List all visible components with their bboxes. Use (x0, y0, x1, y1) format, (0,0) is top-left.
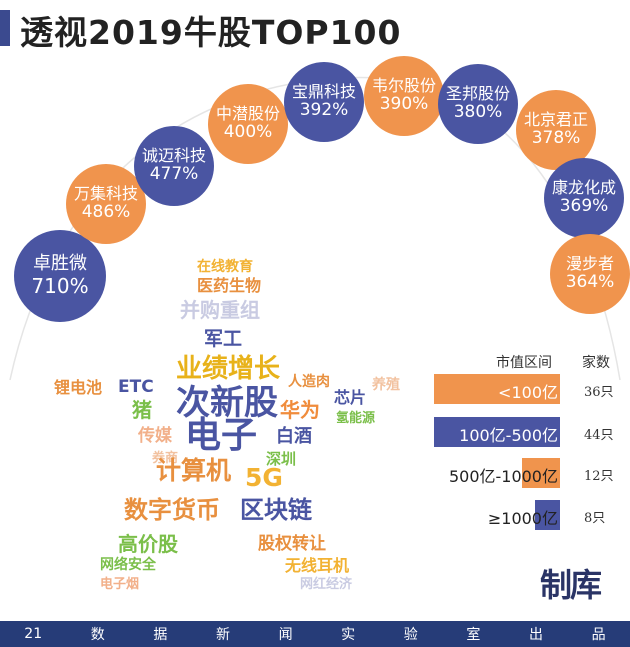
word-cloud-term: 网红经济 (300, 577, 353, 592)
legend-bar (522, 458, 560, 488)
word-cloud-term: ETC (118, 377, 154, 397)
stock-name: 诚迈科技 (141, 146, 206, 166)
stock-gain: 378% (531, 128, 581, 149)
page-title: 透视2019牛股TOP100 (20, 13, 402, 52)
word-cloud-term: 股权转让 (258, 534, 326, 554)
word-cloud-term: 计算机 (156, 456, 232, 485)
stock-name: 中潜股份 (215, 104, 280, 124)
footer-char: 据 (153, 627, 168, 643)
stock-name: 康龙化成 (551, 178, 616, 198)
stock-gain: 364% (565, 272, 615, 293)
word-cloud-term: 医药生物 (197, 276, 262, 295)
word-cloud-term: 白酒 (276, 426, 312, 447)
word-cloud-term: 人造肉 (288, 374, 330, 390)
legend-range-label: 500亿-1000亿 (448, 467, 558, 486)
word-cloud-term: 养殖 (372, 377, 400, 393)
stock-gain: 710% (31, 273, 89, 298)
stock-gain: 380% (453, 102, 503, 123)
word-cloud-term: 业绩增长 (176, 354, 281, 384)
footer: 21 数 据 新 闻 实 验 室 出 品 (0, 621, 630, 647)
stock-gain: 392% (299, 100, 349, 121)
word-cloud-term: 无线耳机 (285, 556, 350, 575)
footer-char: 实 (341, 627, 356, 643)
stock-gain: 486% (81, 202, 131, 223)
stock-bubble: 康龙化成 369% (544, 158, 624, 238)
word-cloud-term: 锂电池 (54, 378, 103, 397)
stock-bubble: 诚迈科技 477% (134, 126, 214, 206)
stock-bubble: 韦尔股份 390% (364, 56, 444, 136)
legend-count: 12只 (584, 469, 614, 484)
stock-name: 韦尔股份 (371, 76, 436, 96)
stock-bubble: 卓胜微 710% (14, 230, 106, 322)
legend-range-label: ≥1000亿 (487, 509, 558, 528)
title-accent-bar (0, 10, 10, 46)
stock-gain: 390% (379, 94, 429, 115)
stock-gain: 477% (149, 164, 199, 185)
word-cloud-term: 区块链 (240, 496, 312, 524)
legend-header-count: 家数 (582, 355, 610, 371)
word-cloud-term: 芯片 (334, 388, 367, 407)
legend-header-range: 市值区间 (496, 355, 552, 371)
footer-char: 室 (466, 627, 481, 643)
footer-char: 闻 (278, 627, 293, 643)
word-cloud-term: 猪 (132, 398, 152, 422)
stock-bubble: 万集科技 486% (66, 164, 146, 244)
footer-char: 新 (215, 627, 230, 643)
footer-char: 品 (591, 627, 606, 643)
footer-char: 出 (529, 627, 543, 643)
stock-name: 圣邦股份 (445, 84, 510, 104)
word-cloud-term: 华为 (280, 398, 320, 422)
word-cloud-term: 氢能源 (336, 411, 376, 426)
footer-char: 21 (24, 626, 43, 642)
stock-bubble: 宝鼎科技 392% (284, 62, 364, 142)
word-cloud-term: 传媒 (138, 426, 172, 446)
logo: 制库 (540, 566, 602, 604)
legend-range-label: 100亿-500亿 (459, 426, 558, 445)
word-cloud-term: 电子 (185, 415, 258, 456)
stock-name: 北京君正 (523, 110, 588, 130)
word-cloud-term: 深圳 (266, 450, 297, 468)
stock-bubble: 圣邦股份 380% (438, 64, 518, 144)
stock-name: 漫步者 (565, 254, 614, 274)
word-cloud-term: 5G (245, 463, 283, 492)
word-cloud-term: 次新股 (176, 383, 278, 423)
legend-count: 36只 (584, 385, 614, 400)
word-cloud-term: 在线教育 (197, 259, 253, 275)
stock-gain: 400% (223, 122, 273, 143)
stock-name: 万集科技 (73, 184, 138, 204)
word-cloud-term: 并购重组 (180, 298, 260, 322)
footer-char: 数 (90, 627, 105, 643)
stock-gain: 369% (559, 196, 609, 217)
word-cloud-term: 电子烟 (100, 577, 140, 592)
word-cloud-term: 数字货币 (124, 496, 220, 524)
word-cloud-term: 高价股 (118, 532, 178, 556)
legend-bar (434, 374, 560, 404)
stock-bubble: 北京君正 378% (516, 90, 596, 170)
legend-bar (535, 500, 560, 530)
word-cloud-term: 军工 (204, 328, 243, 350)
stock-bubble: 中潜股份 400% (208, 84, 288, 164)
legend-bar (434, 417, 560, 447)
stock-name: 卓胜微 (33, 253, 87, 275)
legend-count: 44只 (584, 428, 614, 443)
legend-range-label: <100亿 (498, 383, 558, 402)
word-cloud-term: 券商 (152, 451, 179, 466)
footer-char: 验 (403, 627, 418, 643)
word-cloud-term: 网络安全 (100, 557, 156, 573)
stock-name: 宝鼎科技 (291, 82, 356, 102)
stock-bubble: 漫步者 364% (550, 234, 630, 314)
legend-count: 8只 (584, 511, 606, 526)
